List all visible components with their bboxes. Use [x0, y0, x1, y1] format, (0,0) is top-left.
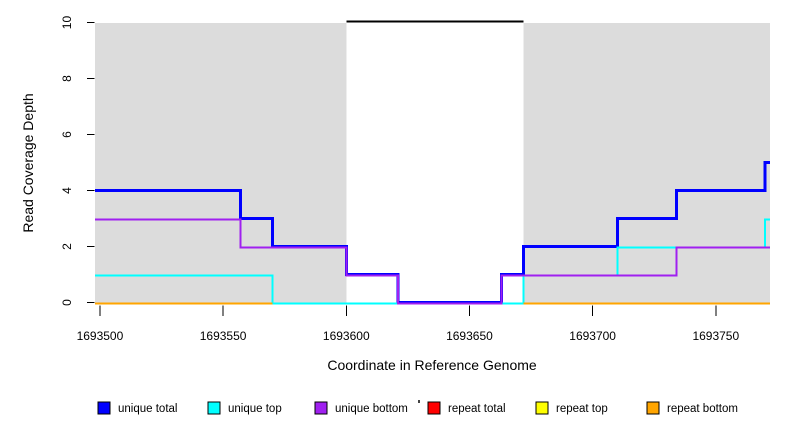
repeat-region-band: [95, 23, 347, 303]
legend-label-unique-top: unique top: [228, 403, 282, 415]
x-tick-label: 1693500: [77, 329, 124, 343]
x-tick-label: 1693550: [200, 329, 247, 343]
legend-swatch-unique-bottom: [314, 401, 328, 415]
legend-swatch-repeat-top: [535, 401, 549, 415]
legend: unique total unique top unique bottom repea…: [97, 401, 738, 415]
x-tick-label: 1693600: [323, 329, 370, 343]
legend-swatch-unique-total: [97, 401, 111, 415]
legend-swatch-unique-top: [207, 401, 221, 415]
y-tick-label: 4: [60, 187, 74, 194]
legend-swatch-repeat-bottom: [646, 401, 660, 415]
y-axis-title: Read Coverage Depth: [20, 93, 36, 232]
repeat-region-band: [523, 23, 770, 303]
series-unique-bottom: [95, 218, 770, 305]
legend-swatch-repeat-total: [427, 401, 441, 415]
legend-label-repeat-total: repeat total: [448, 403, 506, 415]
legend-label-unique-total: unique total: [118, 403, 177, 415]
axes: 1693500 1693550 1693600 1693650 1693700 16937…: [60, 16, 739, 343]
repeat-region-bands: [95, 23, 770, 303]
x-tick-label: 1693750: [692, 329, 739, 343]
x-tick-label: 1693700: [569, 329, 616, 343]
stray-mark-artifact: [418, 400, 420, 403]
y-tick-label: 8: [60, 75, 74, 82]
y-tick-label: 2: [60, 243, 74, 250]
coverage-step-lines: [95, 161, 770, 305]
y-tick-label: 6: [60, 131, 74, 138]
legend-label-unique-bottom: unique bottom: [335, 403, 408, 415]
legend-label-repeat-bottom: repeat bottom: [667, 403, 738, 415]
x-tick-label: 1693650: [446, 329, 493, 343]
y-tick-label: 10: [60, 16, 74, 30]
legend-label-repeat-top: repeat top: [556, 403, 608, 415]
y-tick-label: 0: [60, 299, 74, 306]
x-axis-title: Coordinate in Reference Genome: [327, 357, 537, 373]
